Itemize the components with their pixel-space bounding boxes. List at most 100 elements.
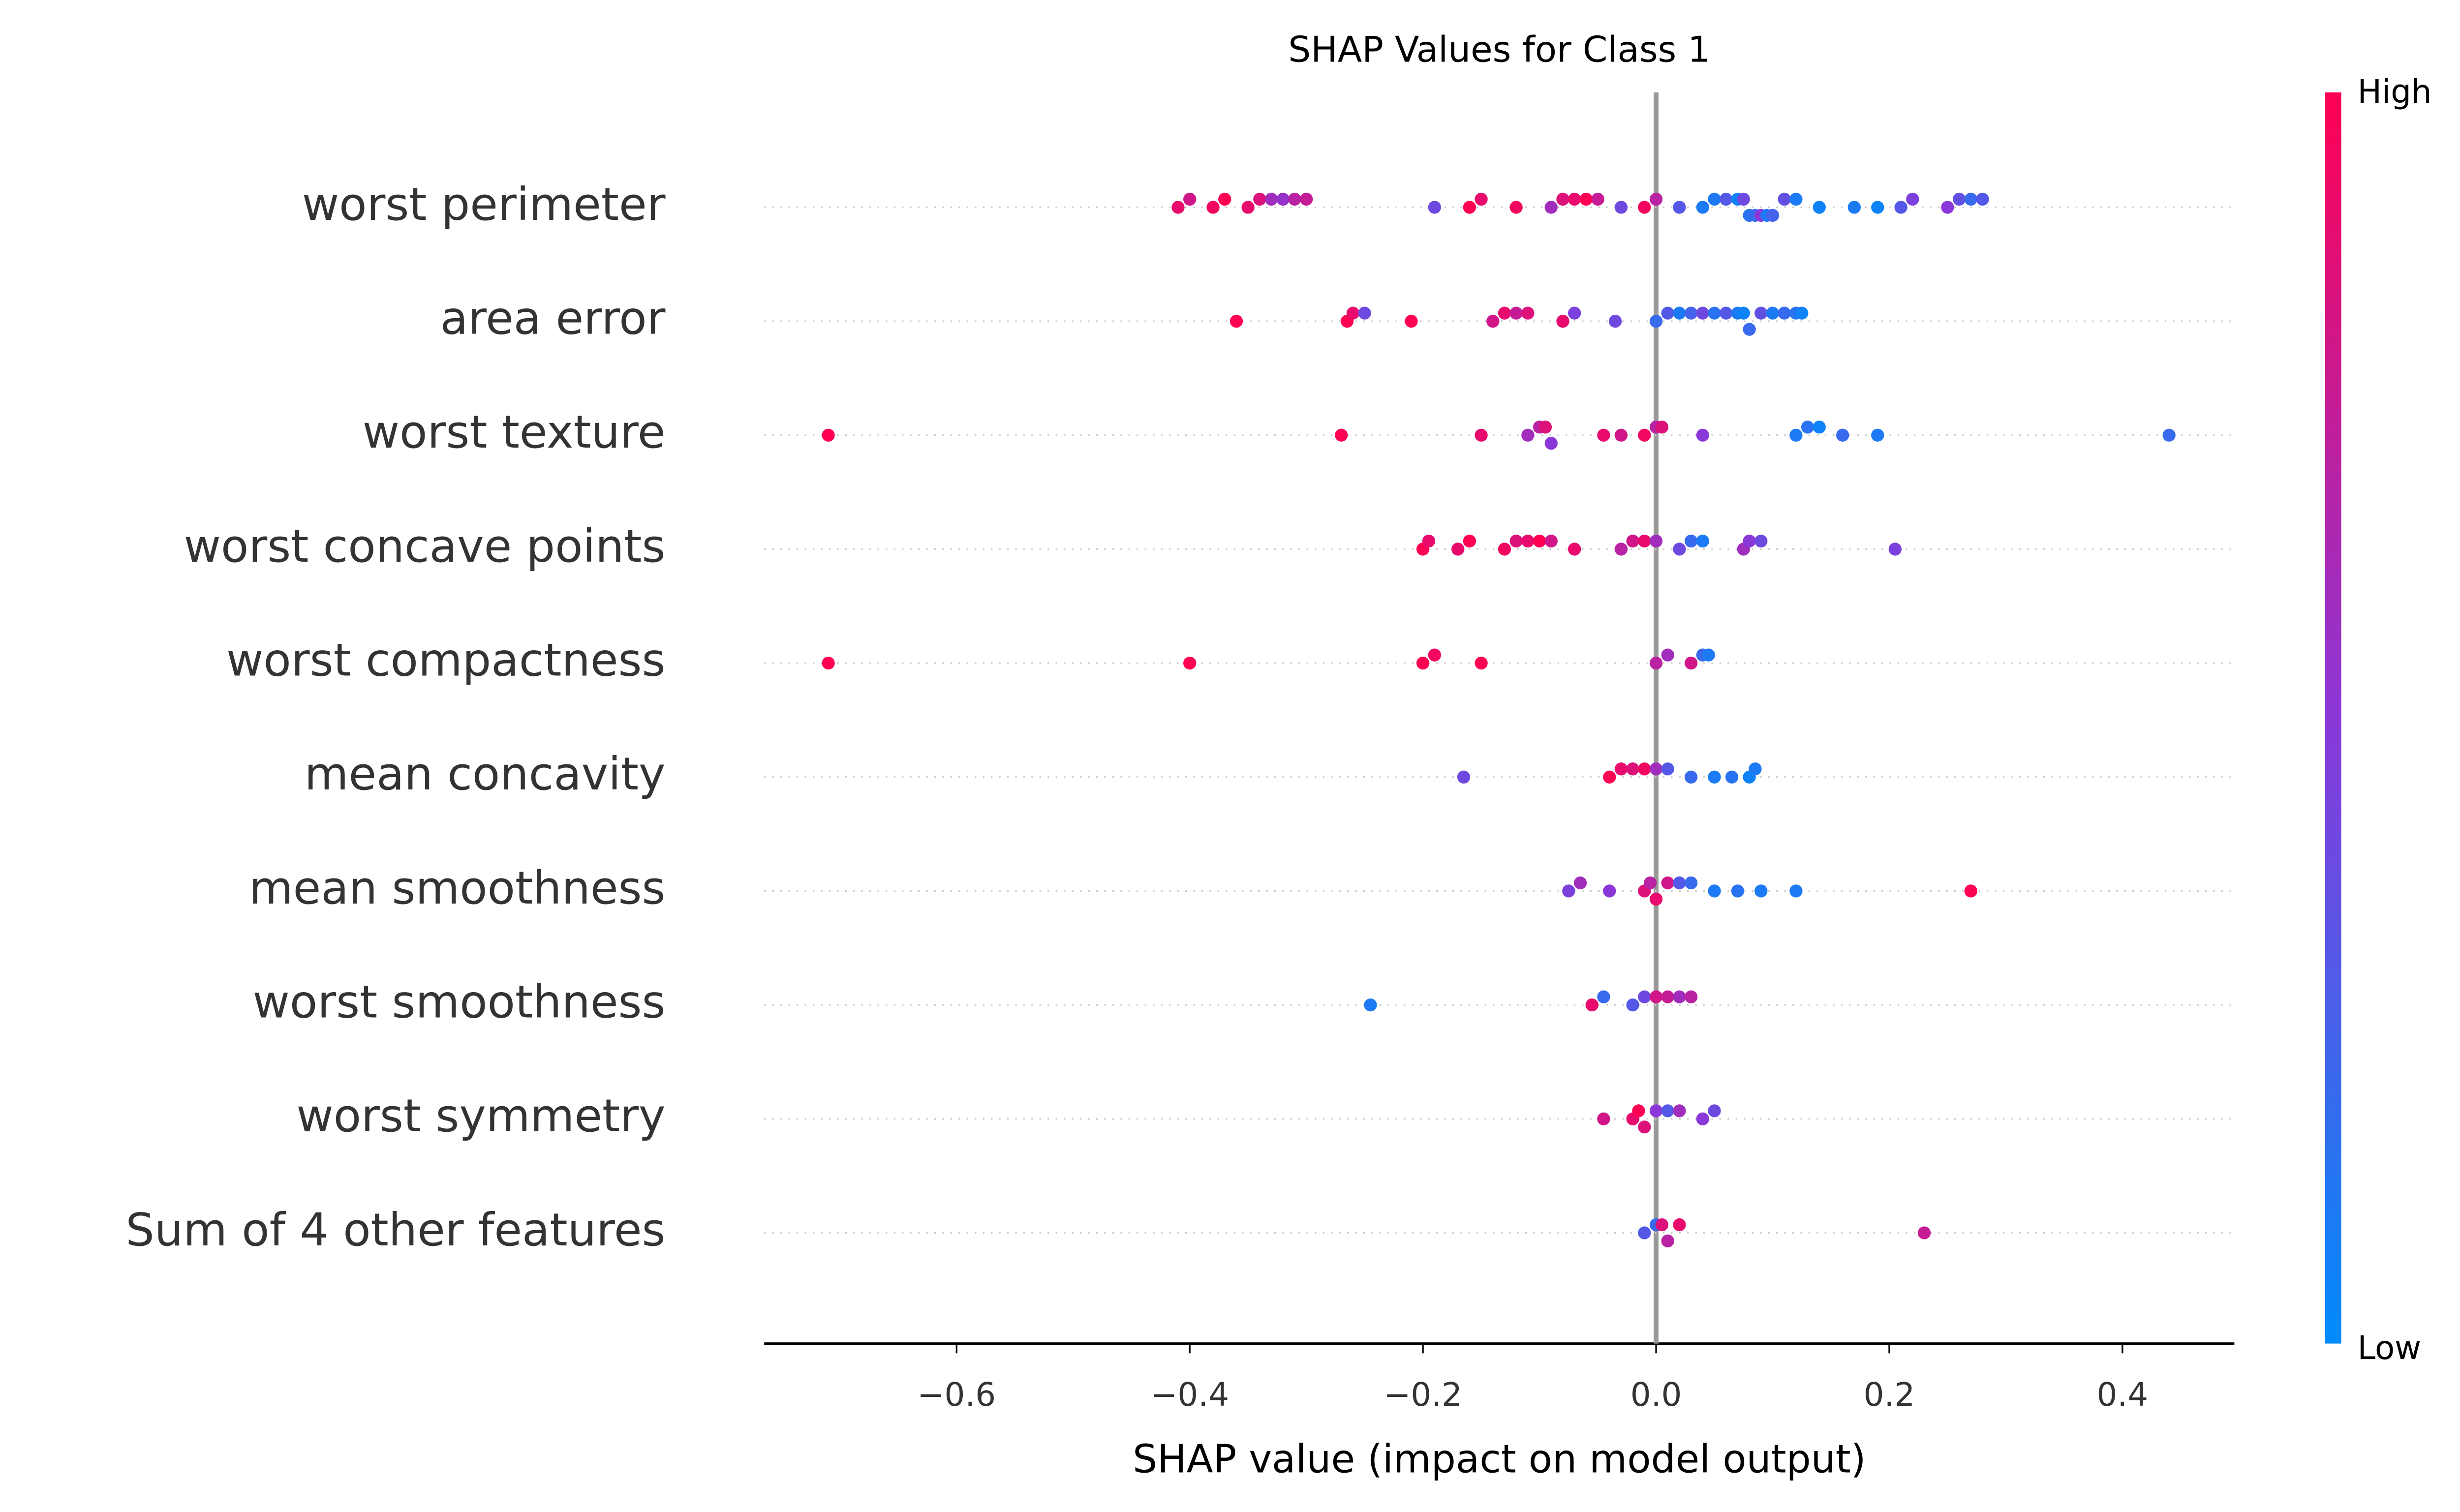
point: [1358, 306, 1371, 320]
colorbar: [2325, 92, 2341, 1344]
point: [1509, 534, 1523, 548]
point: [1720, 192, 1733, 206]
point: [1603, 770, 1616, 784]
point: [1614, 428, 1628, 442]
point: [1608, 314, 1622, 328]
point: [1597, 428, 1610, 442]
point: [1684, 306, 1698, 320]
y-tick-label: Sum of 4 other features: [125, 1203, 665, 1256]
point: [822, 656, 835, 670]
point: [1708, 306, 1721, 320]
point: [1585, 998, 1599, 1012]
point: [1597, 990, 1610, 1003]
point: [1708, 1104, 1721, 1118]
point: [1696, 1112, 1709, 1125]
point: [1661, 1104, 1674, 1118]
point: [1661, 762, 1674, 776]
x-tick-label: 0.4: [2097, 1376, 2149, 1414]
point: [1737, 306, 1750, 320]
point: [1498, 306, 1511, 320]
point: [2162, 428, 2176, 442]
point: [1737, 192, 1750, 206]
point: [1673, 306, 1686, 320]
point: [1544, 437, 1558, 450]
point: [1964, 884, 1977, 898]
point: [1917, 1226, 1931, 1240]
point: [1649, 1104, 1663, 1118]
point: [1696, 306, 1709, 320]
point: [1638, 1226, 1651, 1240]
point: [1428, 648, 1441, 662]
point: [1644, 876, 1657, 890]
point: [1463, 534, 1476, 548]
y-tick-label: worst texture: [363, 405, 666, 458]
point: [1597, 1112, 1610, 1125]
point: [1183, 656, 1197, 670]
point: [1405, 314, 1418, 328]
y-tick-label: mean smoothness: [249, 861, 666, 914]
point: [822, 428, 835, 442]
point: [1573, 876, 1587, 890]
point: [1649, 892, 1663, 906]
point: [1649, 656, 1663, 670]
point: [1416, 656, 1430, 670]
point: [1778, 306, 1791, 320]
point: [1649, 762, 1663, 776]
point: [1562, 884, 1575, 898]
point: [1568, 306, 1581, 320]
x-tick-label: 0.0: [1630, 1376, 1682, 1414]
point: [1544, 534, 1558, 548]
chart-title: SHAP Values for Class 1: [1288, 30, 1710, 71]
point: [1661, 990, 1674, 1003]
point: [1335, 428, 1348, 442]
y-tick-label: worst smoothness: [253, 975, 666, 1028]
point: [1766, 306, 1780, 320]
point: [1614, 543, 1628, 556]
point: [1813, 201, 1826, 214]
point: [1789, 192, 1803, 206]
point: [1626, 998, 1639, 1012]
point: [1486, 314, 1500, 328]
point: [1218, 192, 1231, 206]
point: [1183, 192, 1197, 206]
x-tick-label: −0.4: [1150, 1376, 1229, 1414]
y-tick-label: worst compactness: [226, 633, 666, 686]
point: [1638, 762, 1651, 776]
point: [1171, 201, 1185, 214]
point: [1673, 990, 1686, 1003]
point: [1743, 534, 1756, 548]
point: [1906, 192, 1919, 206]
point: [1457, 770, 1471, 784]
point: [1276, 192, 1290, 206]
point: [1288, 192, 1301, 206]
point: [1871, 428, 1884, 442]
point: [1684, 876, 1698, 890]
point: [1521, 534, 1535, 548]
point: [1684, 656, 1698, 670]
point: [1964, 192, 1977, 206]
point: [1638, 990, 1651, 1003]
point: [1731, 884, 1745, 898]
point: [1299, 192, 1313, 206]
point: [1720, 306, 1733, 320]
y-tick-label: worst symmetry: [296, 1089, 665, 1142]
point: [1475, 192, 1488, 206]
point: [1475, 428, 1488, 442]
colorbar-low: Low: [2357, 1329, 2421, 1367]
point: [1649, 314, 1663, 328]
point: [1673, 1104, 1686, 1118]
point: [1253, 192, 1266, 206]
point: [1708, 770, 1721, 784]
point: [1638, 201, 1651, 214]
point: [1638, 534, 1651, 548]
point: [1941, 201, 1954, 214]
point: [1754, 306, 1768, 320]
point: [1749, 762, 1762, 776]
point: [1673, 201, 1686, 214]
point: [1364, 998, 1377, 1012]
point: [1684, 990, 1698, 1003]
point: [1230, 314, 1243, 328]
point: [1696, 428, 1709, 442]
